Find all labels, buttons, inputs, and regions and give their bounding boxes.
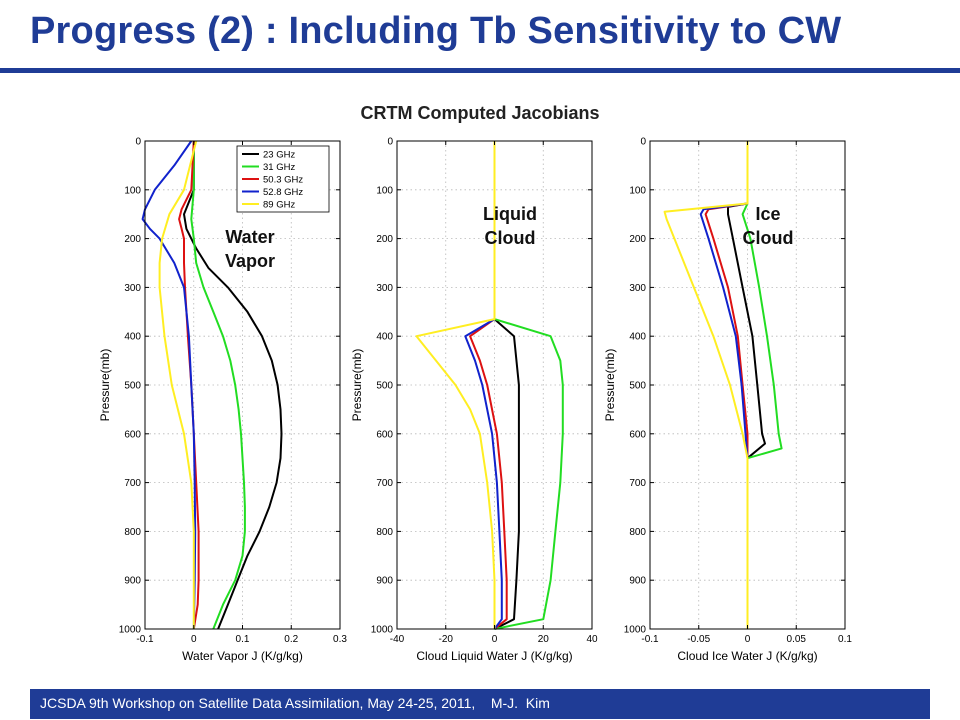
y-tick-label: 600 bbox=[376, 429, 393, 440]
figure-title: CRTM Computed Jacobians bbox=[360, 103, 600, 123]
y-tick-label: 700 bbox=[629, 478, 646, 489]
y-axis-label: Pressure(mb) bbox=[98, 349, 112, 422]
y-tick-label: 200 bbox=[124, 234, 141, 245]
panel-annotation: Water Vapor bbox=[225, 227, 275, 271]
y-tick-label: 600 bbox=[124, 429, 141, 440]
slide-title: Progress (2) : Including Tb Sensitivity … bbox=[30, 10, 842, 52]
y-tick-label: 100 bbox=[124, 185, 141, 196]
x-tick-label: -40 bbox=[390, 634, 405, 645]
y-tick-label: 400 bbox=[124, 332, 141, 343]
series-line-52-8-ghz bbox=[141, 140, 197, 630]
y-tick-label: 1000 bbox=[371, 625, 394, 636]
y-tick-label: 100 bbox=[376, 185, 393, 196]
x-tick-label: 0.3 bbox=[333, 634, 347, 645]
y-axis-label: Pressure(mb) bbox=[603, 349, 617, 422]
series-line-31-ghz bbox=[741, 141, 783, 629]
series-line-89-ghz bbox=[415, 141, 496, 629]
y-tick-label: 900 bbox=[376, 576, 393, 587]
x-tick-label: 0.1 bbox=[236, 634, 250, 645]
y-tick-label: 800 bbox=[376, 527, 393, 538]
y-tick-label: 200 bbox=[629, 234, 646, 245]
series-line-23-ghz bbox=[183, 141, 283, 630]
y-tick-label: 1000 bbox=[624, 625, 647, 636]
y-tick-label: 900 bbox=[124, 576, 141, 587]
annotation-line: Liquid bbox=[483, 204, 537, 224]
y-tick-label: 500 bbox=[124, 381, 141, 392]
legend-label-23-ghz: 23 GHz bbox=[263, 150, 295, 161]
y-tick-label: 0 bbox=[640, 137, 646, 148]
series-line-31-ghz bbox=[190, 141, 246, 630]
x-tick-label: -0.1 bbox=[641, 634, 659, 645]
series-line-52-8-ghz bbox=[464, 141, 503, 630]
legend-label-52-8-ghz: 52.8 GHz bbox=[263, 187, 303, 198]
x-tick-label: 0 bbox=[492, 634, 498, 645]
annotation-line: Cloud bbox=[743, 228, 794, 248]
x-tick-label: -0.1 bbox=[136, 634, 154, 645]
x-axis-label: Cloud Ice Water J (K/g/kg) bbox=[677, 649, 817, 663]
panel-annotation: Ice Cloud bbox=[743, 204, 794, 248]
series-line-89-ghz bbox=[663, 141, 749, 629]
x-tick-label: 20 bbox=[538, 634, 550, 645]
series-line-31-ghz bbox=[493, 141, 564, 630]
y-tick-label: 300 bbox=[629, 283, 646, 294]
y-tick-label: 1000 bbox=[119, 625, 142, 636]
y-tick-label: 500 bbox=[376, 381, 393, 392]
legend-label-89-ghz: 89 GHz bbox=[263, 200, 295, 211]
y-tick-label: 200 bbox=[376, 234, 393, 245]
y-tick-label: 400 bbox=[629, 332, 646, 343]
y-tick-label: 300 bbox=[124, 283, 141, 294]
x-tick-label: 0.1 bbox=[838, 634, 852, 645]
chart-panel-1: -0.1 0 0.1 0.2 0.3 0 100 200 300 400 500 600 700 800 9… bbox=[98, 137, 347, 664]
annotation-line: Ice bbox=[755, 204, 780, 224]
annotation-line: Cloud bbox=[485, 228, 536, 248]
title-rule bbox=[0, 68, 960, 73]
y-tick-label: 600 bbox=[629, 429, 646, 440]
x-tick-label: -20 bbox=[439, 634, 454, 645]
y-tick-label: 0 bbox=[135, 137, 141, 148]
y-tick-label: 500 bbox=[629, 381, 646, 392]
y-tick-label: 100 bbox=[629, 185, 646, 196]
y-tick-label: 700 bbox=[124, 478, 141, 489]
y-tick-label: 0 bbox=[387, 137, 393, 148]
x-tick-label: -0.05 bbox=[687, 634, 710, 645]
footer-bar: JCSDA 9th Workshop on Satellite Data Ass… bbox=[30, 689, 930, 719]
chart-panel-2: -40 -20 0 20 4001002003004005006007008009001… bbox=[350, 137, 598, 664]
y-tick-label: 800 bbox=[629, 527, 646, 538]
chart-panel-3: -0.1 -0.05 0 0.05 0.1 0 100 200 300 400 500 600 700 8… bbox=[603, 137, 852, 664]
legend-label-31-ghz: 31 GHz bbox=[263, 162, 295, 173]
y-axis-label: Pressure(mb) bbox=[350, 349, 364, 422]
series-line-89-ghz bbox=[158, 140, 198, 629]
annotation-line: Vapor bbox=[225, 251, 275, 271]
panel-annotation: Liquid Cloud bbox=[483, 204, 537, 248]
y-tick-label: 800 bbox=[124, 527, 141, 538]
x-tick-label: 40 bbox=[586, 634, 598, 645]
x-axis-label: Cloud Liquid Water J (K/g/kg) bbox=[416, 649, 572, 663]
x-tick-label: 0.2 bbox=[284, 634, 298, 645]
annotation-line: Water bbox=[225, 227, 274, 247]
series-line-50-3-ghz bbox=[469, 141, 508, 630]
legend-label-50-3-ghz: 50.3 GHz bbox=[263, 175, 303, 186]
x-axis-label: Water Vapor J (K/g/kg) bbox=[182, 649, 303, 663]
x-tick-label: 0 bbox=[191, 634, 197, 645]
y-tick-label: 700 bbox=[376, 478, 393, 489]
y-tick-label: 300 bbox=[376, 283, 393, 294]
footer-text: JCSDA 9th Workshop on Satellite Data Ass… bbox=[40, 695, 550, 711]
jacobian-charts: -0.1 0 0.1 0.2 0.301002003004005006007008009… bbox=[98, 137, 852, 664]
x-tick-label: 0 bbox=[745, 634, 751, 645]
y-tick-label: 400 bbox=[376, 332, 393, 343]
series-line-23-ghz bbox=[493, 141, 520, 630]
y-tick-label: 900 bbox=[629, 576, 646, 587]
x-tick-label: 0.05 bbox=[787, 634, 807, 645]
